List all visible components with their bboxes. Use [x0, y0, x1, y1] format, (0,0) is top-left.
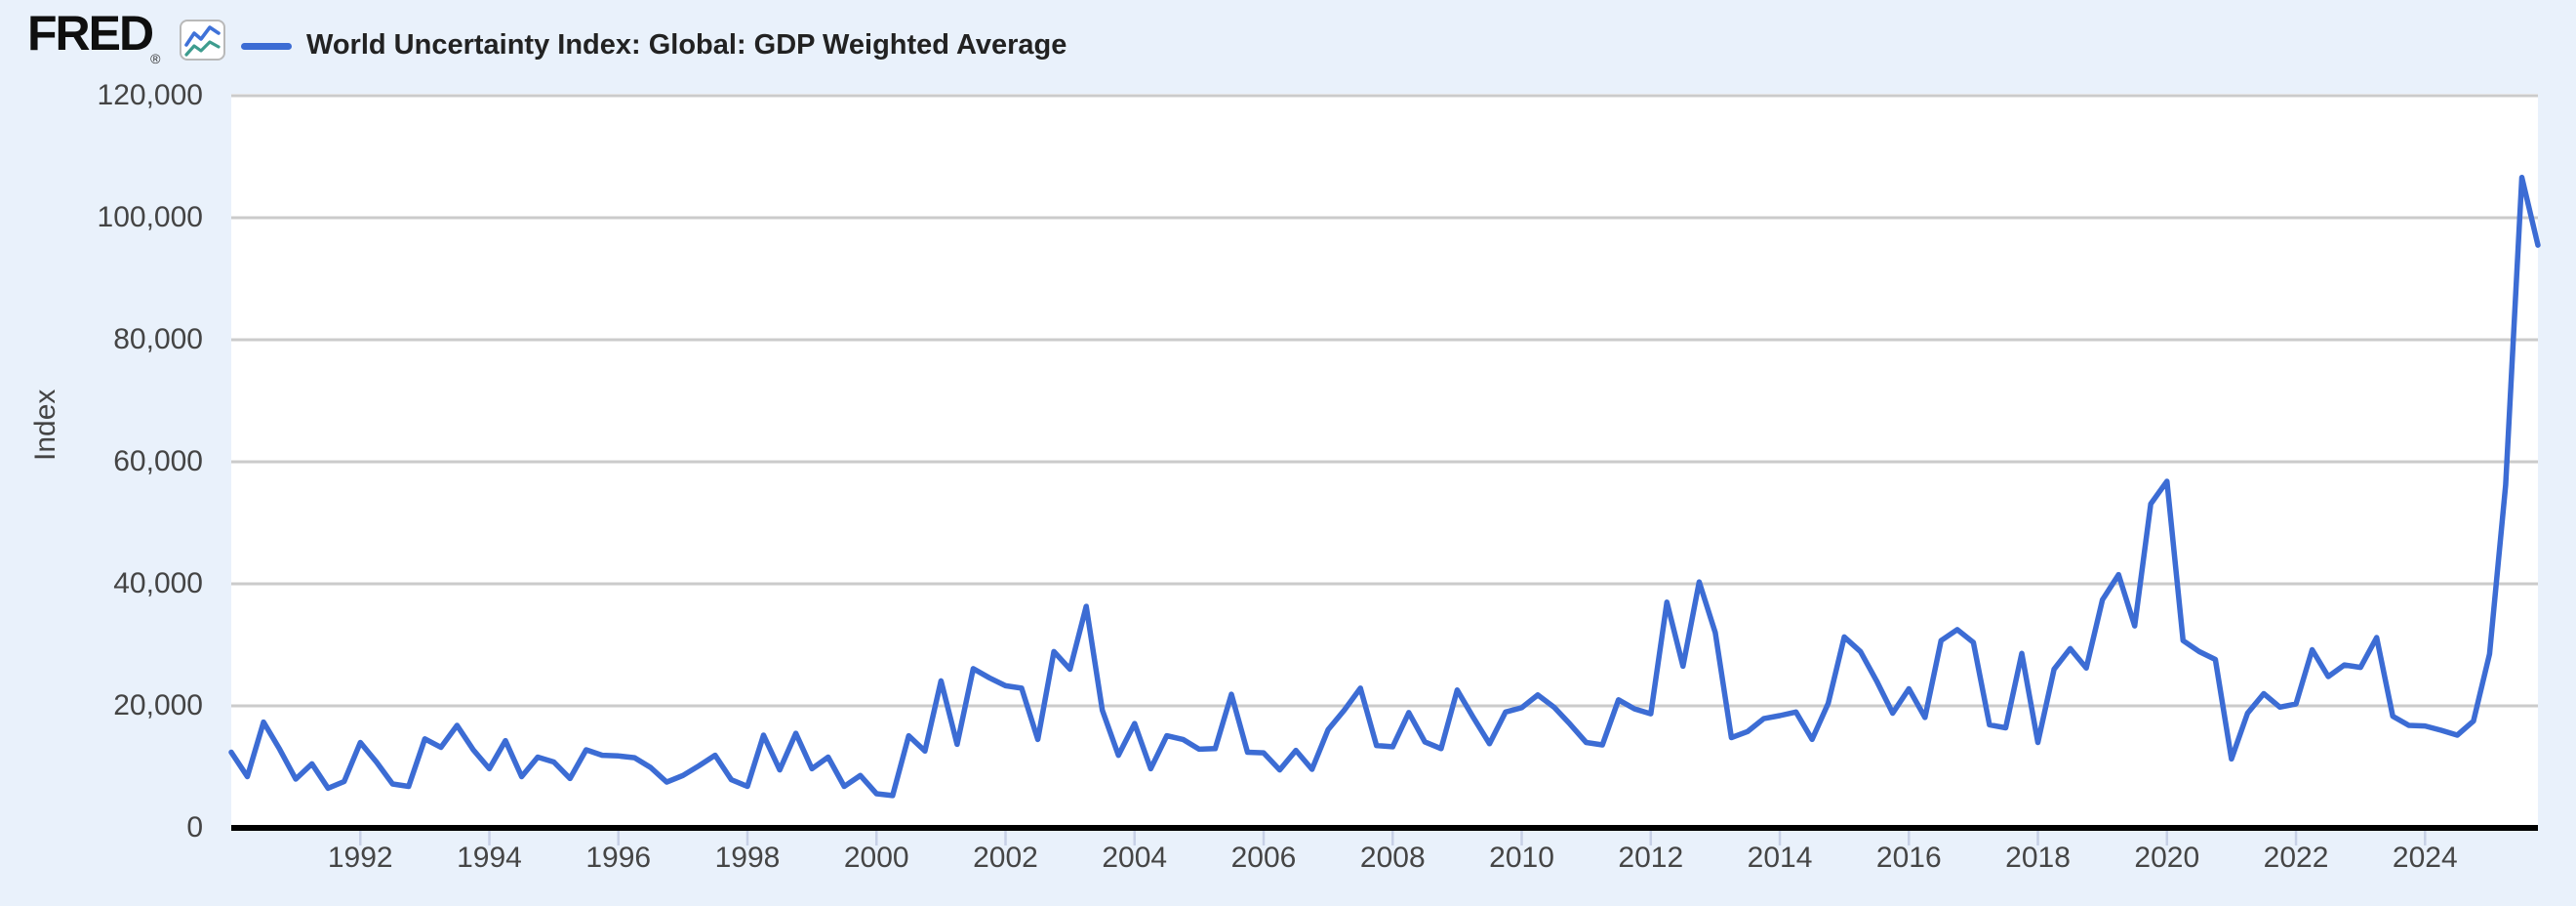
y-axis-tick-label-40000: 40,000: [113, 567, 203, 599]
y-axis-tick-label-60000: 60,000: [113, 445, 203, 477]
chart-header: FRED® World Uncertainty Index: Global: G…: [0, 0, 2576, 78]
legend: World Uncertainty Index: Global: GDP Wei…: [241, 27, 1067, 62]
y-axis-tick-label-20000: 20,000: [113, 689, 203, 721]
plot-background: [231, 94, 2538, 825]
fred-logo[interactable]: FRED®: [27, 6, 162, 66]
x-axis-tick-label-2004: 2004: [1102, 842, 1168, 874]
legend-series-label[interactable]: World Uncertainty Index: Global: GDP Wei…: [306, 28, 1067, 61]
series-line-world-uncertainty-index[interactable]: [228, 175, 2541, 799]
y-axis-tick-label-100000: 100,000: [97, 201, 203, 233]
legend-line-swatch: [241, 42, 292, 50]
x-axis-tick-label-2024: 2024: [2392, 842, 2458, 874]
x-axis-tick-label-2022: 2022: [2263, 842, 2329, 874]
x-axis-tick-label-2016: 2016: [1875, 842, 1942, 874]
y-axis-tick-label-120000: 120,000: [97, 79, 203, 111]
x-axis-tick-label-1998: 1998: [714, 842, 781, 874]
x-axis-tick-label-2002: 2002: [973, 842, 1038, 874]
x-axis-tick-label-2018: 2018: [2005, 842, 2071, 874]
x-axis-tick-label-2014: 2014: [1747, 842, 1813, 874]
x-axis-tick-label-2006: 2006: [1230, 842, 1297, 874]
x-axis-tick-label-1996: 1996: [585, 842, 652, 874]
x-axis-tick-label-2000: 2000: [843, 842, 909, 874]
fred-logo-registered: ®: [150, 51, 161, 66]
x-axis-tick-label-2012: 2012: [1618, 842, 1684, 874]
x-axis-line: [231, 825, 2538, 831]
x-axis-tick-label-2010: 2010: [1489, 842, 1554, 874]
y-axis-tick-label-80000: 80,000: [113, 323, 203, 355]
y-axis-tick-label-0: 0: [186, 811, 203, 844]
x-axis-tick-label-2008: 2008: [1359, 842, 1426, 874]
fred-logo-text: FRED: [27, 6, 154, 61]
x-axis-tick-label-1992: 1992: [327, 842, 393, 874]
x-axis-tick-label-2020: 2020: [2134, 842, 2200, 874]
fred-sparkline-icon: [180, 20, 225, 61]
x-axis-tick-label-1994: 1994: [457, 842, 522, 874]
